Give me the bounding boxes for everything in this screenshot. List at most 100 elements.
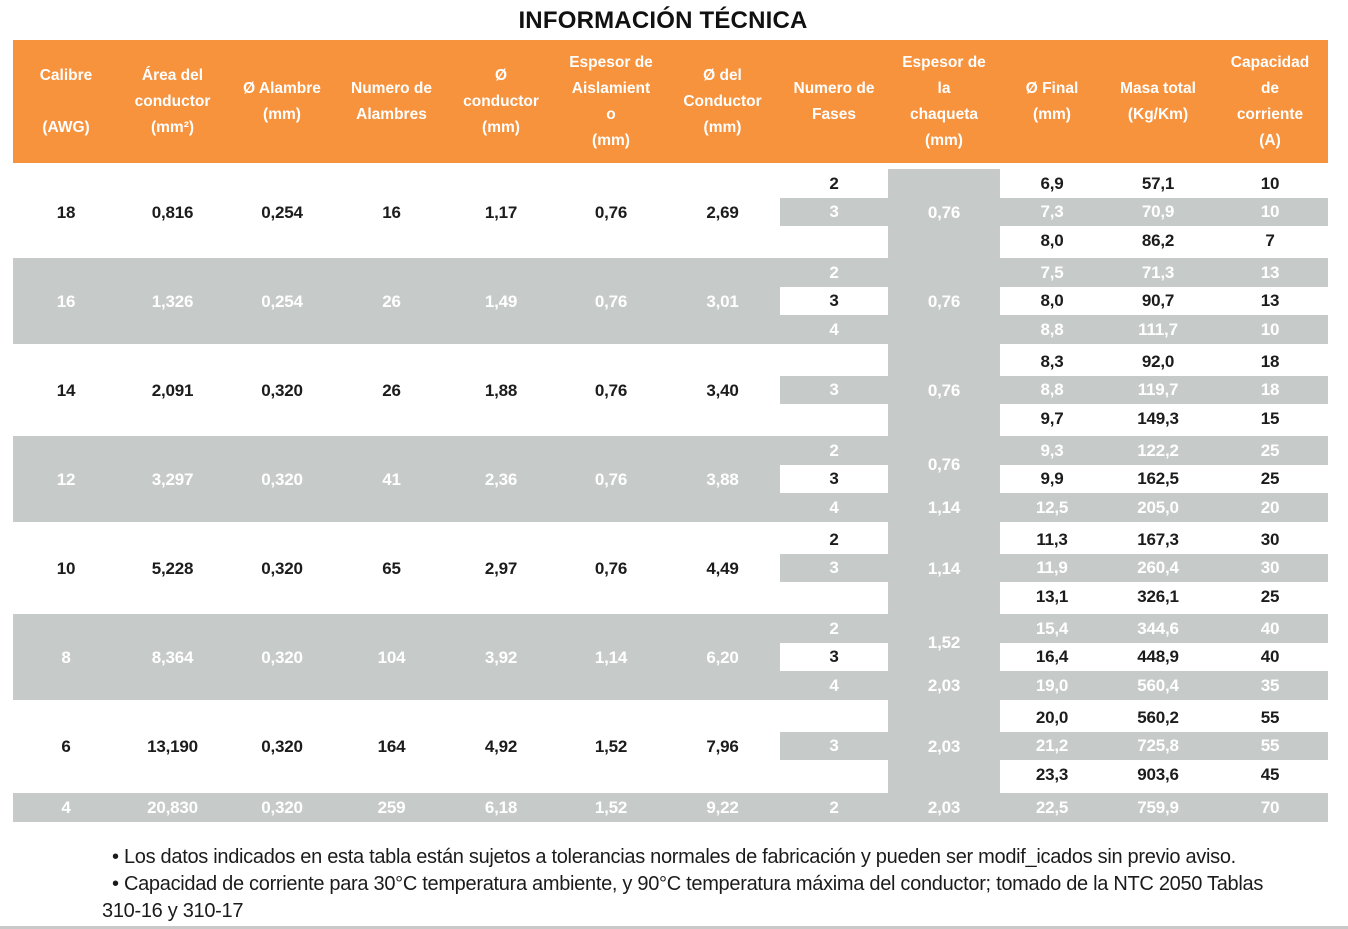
cell-capacidad: 25: [1260, 587, 1280, 607]
cell-chaqueta: 0,76: [927, 455, 961, 475]
row-stripe: [1000, 286, 1328, 316]
cell-masa: 149,3: [1137, 409, 1179, 429]
cell-num_alambres: 104: [377, 647, 406, 667]
header-cell-del_conductor: Ø del Conductor (mm): [665, 40, 780, 163]
cell-conductor: 3,92: [484, 647, 518, 667]
header-cell-capacidad: Capacidad de corriente (A): [1212, 40, 1328, 163]
cell-fases: 3: [829, 291, 839, 311]
cell-area: 8,364: [151, 647, 194, 667]
cell-capacidad: 55: [1260, 736, 1280, 756]
cell-final: 8,3: [1040, 351, 1064, 371]
cell-del_conductor: 6,20: [706, 647, 739, 667]
cell-fases: 3: [829, 736, 839, 756]
cell-aislamiento: 0,76: [594, 558, 628, 578]
cell-masa: 119,7: [1137, 380, 1179, 400]
cell-aislamiento: 0,76: [594, 202, 628, 222]
cell-fases: 3: [829, 380, 839, 400]
cell-final: 9,9: [1040, 469, 1064, 489]
row-stripe: [780, 731, 1328, 761]
cell-chaqueta: 0,76: [927, 202, 961, 222]
cell-masa: 70,9: [1141, 202, 1175, 222]
cell-capacidad: 7: [1265, 231, 1275, 251]
cell-del_conductor: 3,01: [706, 291, 739, 311]
cell-masa: 725,8: [1137, 736, 1179, 756]
row-stripe: [780, 464, 888, 494]
cell-capacidad: 45: [1260, 765, 1280, 785]
cell-alambre: 0,320: [261, 380, 303, 400]
cell-masa: 122,2: [1137, 440, 1179, 460]
row-stripe: [780, 375, 1328, 405]
header-cell-aislamiento: Espesor de Aislamient o (mm): [557, 40, 665, 163]
footnotes: • Los datos indicados en esta tabla está…: [102, 844, 1342, 925]
cell-capacidad: 40: [1260, 647, 1280, 667]
cell-area: 2,091: [151, 380, 194, 400]
cell-capacidad: 35: [1260, 676, 1280, 696]
group-band: [13, 793, 1328, 822]
cell-calibre: 12: [56, 469, 76, 489]
cell-fases: 3: [829, 558, 839, 578]
cell-fases: 2: [829, 618, 839, 638]
cell-masa: 162,5: [1137, 469, 1179, 489]
cell-aislamiento: 1,52: [594, 798, 628, 817]
cell-final: 13,1: [1035, 587, 1069, 607]
cell-masa: 326,1: [1137, 587, 1179, 607]
cell-final: 15,4: [1035, 618, 1069, 638]
cell-aislamiento: 0,76: [594, 469, 628, 489]
header-cell-chaqueta: Espesor de la chaqueta (mm): [888, 40, 1000, 163]
cell-masa: 448,9: [1137, 647, 1179, 667]
cell-final: 23,3: [1035, 765, 1069, 785]
cell-capacidad: 30: [1260, 529, 1280, 549]
cell-fases: 2: [829, 440, 839, 460]
cell-fases: 2: [829, 529, 839, 549]
cell-final: 11,9: [1036, 558, 1068, 578]
header-cell-num_alambres: Numero de Alambres: [338, 40, 445, 163]
cell-final: 21,2: [1035, 736, 1069, 756]
cell-fases: 3: [829, 202, 839, 222]
cell-chaqueta: 0,76: [927, 291, 961, 311]
row-stripe: [780, 553, 1328, 583]
cell-area: 3,297: [151, 469, 194, 489]
cell-fases: 4: [829, 498, 839, 518]
cell-chaqueta: 2,03: [927, 676, 961, 696]
cell-conductor: 1,88: [484, 380, 518, 400]
cell-alambre: 0,254: [261, 202, 303, 222]
cell-masa: 111,7: [1138, 320, 1178, 340]
cell-masa: 57,1: [1141, 173, 1175, 193]
cell-capacidad: 70: [1260, 798, 1280, 817]
row-stripe: [780, 642, 888, 672]
cell-del_conductor: 2,69: [706, 202, 739, 222]
cell-final: 8,8: [1040, 380, 1064, 400]
cell-calibre: 6: [61, 736, 71, 756]
cell-area: 13,190: [147, 736, 198, 756]
cell-fases: 2: [829, 173, 839, 193]
cell-num_alambres: 16: [382, 202, 401, 222]
header-cell-fases: Numero de Fases: [780, 40, 888, 163]
cell-capacidad: 10: [1260, 320, 1280, 340]
cell-masa: 260,4: [1137, 558, 1179, 578]
cell-aislamiento: 1,14: [594, 647, 628, 667]
cell-final: 12,5: [1035, 498, 1069, 518]
cell-final: 22,5: [1035, 798, 1069, 817]
cell-capacidad: 13: [1260, 262, 1280, 282]
cell-aislamiento: 0,76: [594, 291, 628, 311]
header-cell-alambre: Ø Alambre (mm): [226, 40, 338, 163]
cell-alambre: 0,254: [261, 291, 303, 311]
cell-capacidad: 20: [1260, 498, 1280, 518]
cell-conductor: 2,36: [484, 469, 518, 489]
cell-masa: 205,0: [1137, 498, 1179, 518]
header-cell-area: Área del conductor (mm²): [119, 40, 226, 163]
cell-num_alambres: 65: [382, 558, 401, 578]
cell-num_alambres: 164: [377, 736, 406, 756]
cell-chaqueta: 2,03: [927, 798, 961, 817]
cell-capacidad: 13: [1260, 291, 1280, 311]
cell-conductor: 1,49: [484, 291, 518, 311]
cell-conductor: 2,97: [484, 558, 518, 578]
cell-calibre: 10: [56, 558, 76, 578]
cell-num_alambres: 26: [382, 380, 401, 400]
cell-chaqueta: 0,76: [927, 380, 961, 400]
cell-fases: 2: [829, 262, 839, 282]
footnote-current-capacity: • Capacidad de corriente para 30°C tempe…: [102, 873, 1264, 922]
cell-del_conductor: 7,96: [706, 736, 739, 756]
cell-alambre: 0,320: [261, 558, 303, 578]
header-cell-conductor: Ø conductor (mm): [445, 40, 557, 163]
